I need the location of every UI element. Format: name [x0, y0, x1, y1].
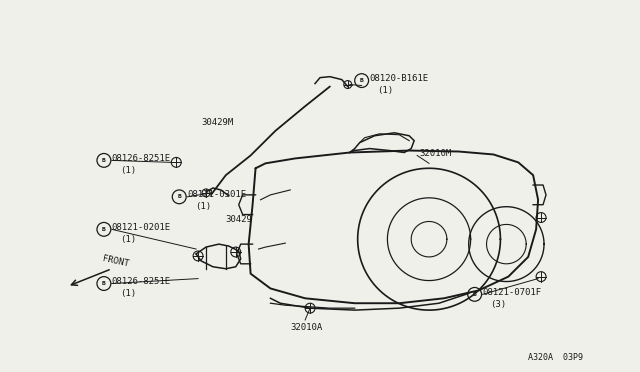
Text: 30429: 30429 [226, 215, 253, 224]
Text: B: B [102, 281, 106, 286]
Text: 08121-0301E: 08121-0301E [187, 190, 246, 199]
Text: (1): (1) [120, 289, 136, 298]
Text: 32010M: 32010M [419, 149, 451, 158]
Text: (1): (1) [195, 202, 211, 211]
Text: 32010A: 32010A [291, 323, 323, 332]
Text: (1): (1) [378, 86, 394, 95]
Text: 08120-B161E: 08120-B161E [369, 74, 429, 83]
Text: (1): (1) [120, 166, 136, 175]
Text: 08121-0701F: 08121-0701F [483, 288, 541, 297]
Text: (1): (1) [120, 235, 136, 244]
Text: B: B [360, 78, 364, 83]
Text: B: B [102, 227, 106, 232]
Text: 30429M: 30429M [201, 118, 234, 128]
Text: A320A  03P9: A320A 03P9 [528, 353, 583, 362]
Text: B: B [473, 292, 477, 297]
Text: 08126-8251E: 08126-8251E [112, 154, 171, 163]
Text: (3): (3) [490, 300, 507, 309]
Text: B: B [177, 194, 181, 199]
Text: B: B [102, 158, 106, 163]
Text: FRONT: FRONT [102, 254, 130, 268]
Text: 08121-0201E: 08121-0201E [112, 223, 171, 232]
Text: 08126-8251E: 08126-8251E [112, 277, 171, 286]
